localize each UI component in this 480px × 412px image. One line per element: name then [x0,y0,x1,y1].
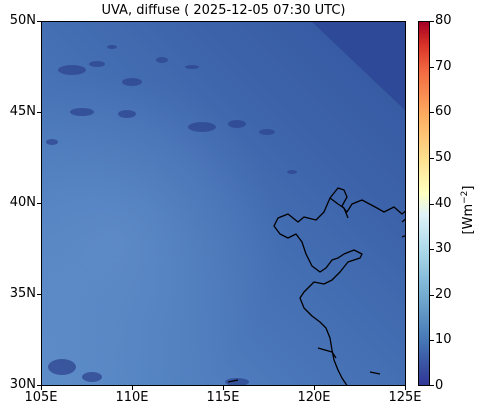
colorbar-tickmark [430,204,434,205]
colorbar-tick-label: 30 [435,241,452,256]
x-tickmark [132,386,133,390]
y-tickmark [37,112,41,113]
colorbar-tickmark [430,295,434,296]
colorbar-tickmark [430,385,434,386]
colorbar-tickmark [430,67,434,68]
colorbar-tick-label: 40 [435,196,452,211]
colorbar-tick-label: 20 [435,287,452,302]
x-tickmark [405,386,406,390]
colorbar-tick-label: 10 [435,332,452,347]
field-light-patch [42,22,405,385]
colorbar-tickmark [430,249,434,250]
y-tick-label: 30N [9,377,36,392]
colorbar-tick-label: 60 [435,104,452,119]
colorbar-unit-label: [Wm−2] [459,185,477,235]
colorbar-tickmark [430,158,434,159]
y-tick-label: 45N [9,104,36,119]
y-tickmark [37,203,41,204]
x-tick-label: 110E [115,390,149,405]
map-panel [41,21,406,386]
y-tickmark [37,294,41,295]
x-tick-label: 105E [24,390,58,405]
y-tick-label: 50N [9,13,36,28]
colorbar-tickmark [430,112,434,113]
y-tickmark [37,21,41,22]
plot-title: UVA, diffuse ( 2025-12-05 07:30 UTC) [101,3,346,18]
cloud-speckles [46,45,297,385]
x-tick-label: 115E [206,390,240,405]
x-tickmark [41,386,42,390]
x-tickmark [223,386,224,390]
colorbar-tick-label: 50 [435,150,452,165]
x-tick-label: 125E [388,390,422,405]
colorbar-tickmark [430,21,434,22]
x-tick-label: 120E [297,390,331,405]
colorbar-tickmark [430,340,434,341]
y-tickmark [37,385,41,386]
coastline [227,187,405,385]
colorbar-tick-label: 70 [435,59,452,74]
colorbar-tick-label: 80 [435,13,452,28]
y-tick-label: 35N [9,286,36,301]
colorbar [418,21,430,386]
x-tickmark [314,386,315,390]
y-tick-label: 40N [9,195,36,210]
colorbar-tick-label: 0 [435,378,444,393]
irradiance-field [42,22,405,385]
